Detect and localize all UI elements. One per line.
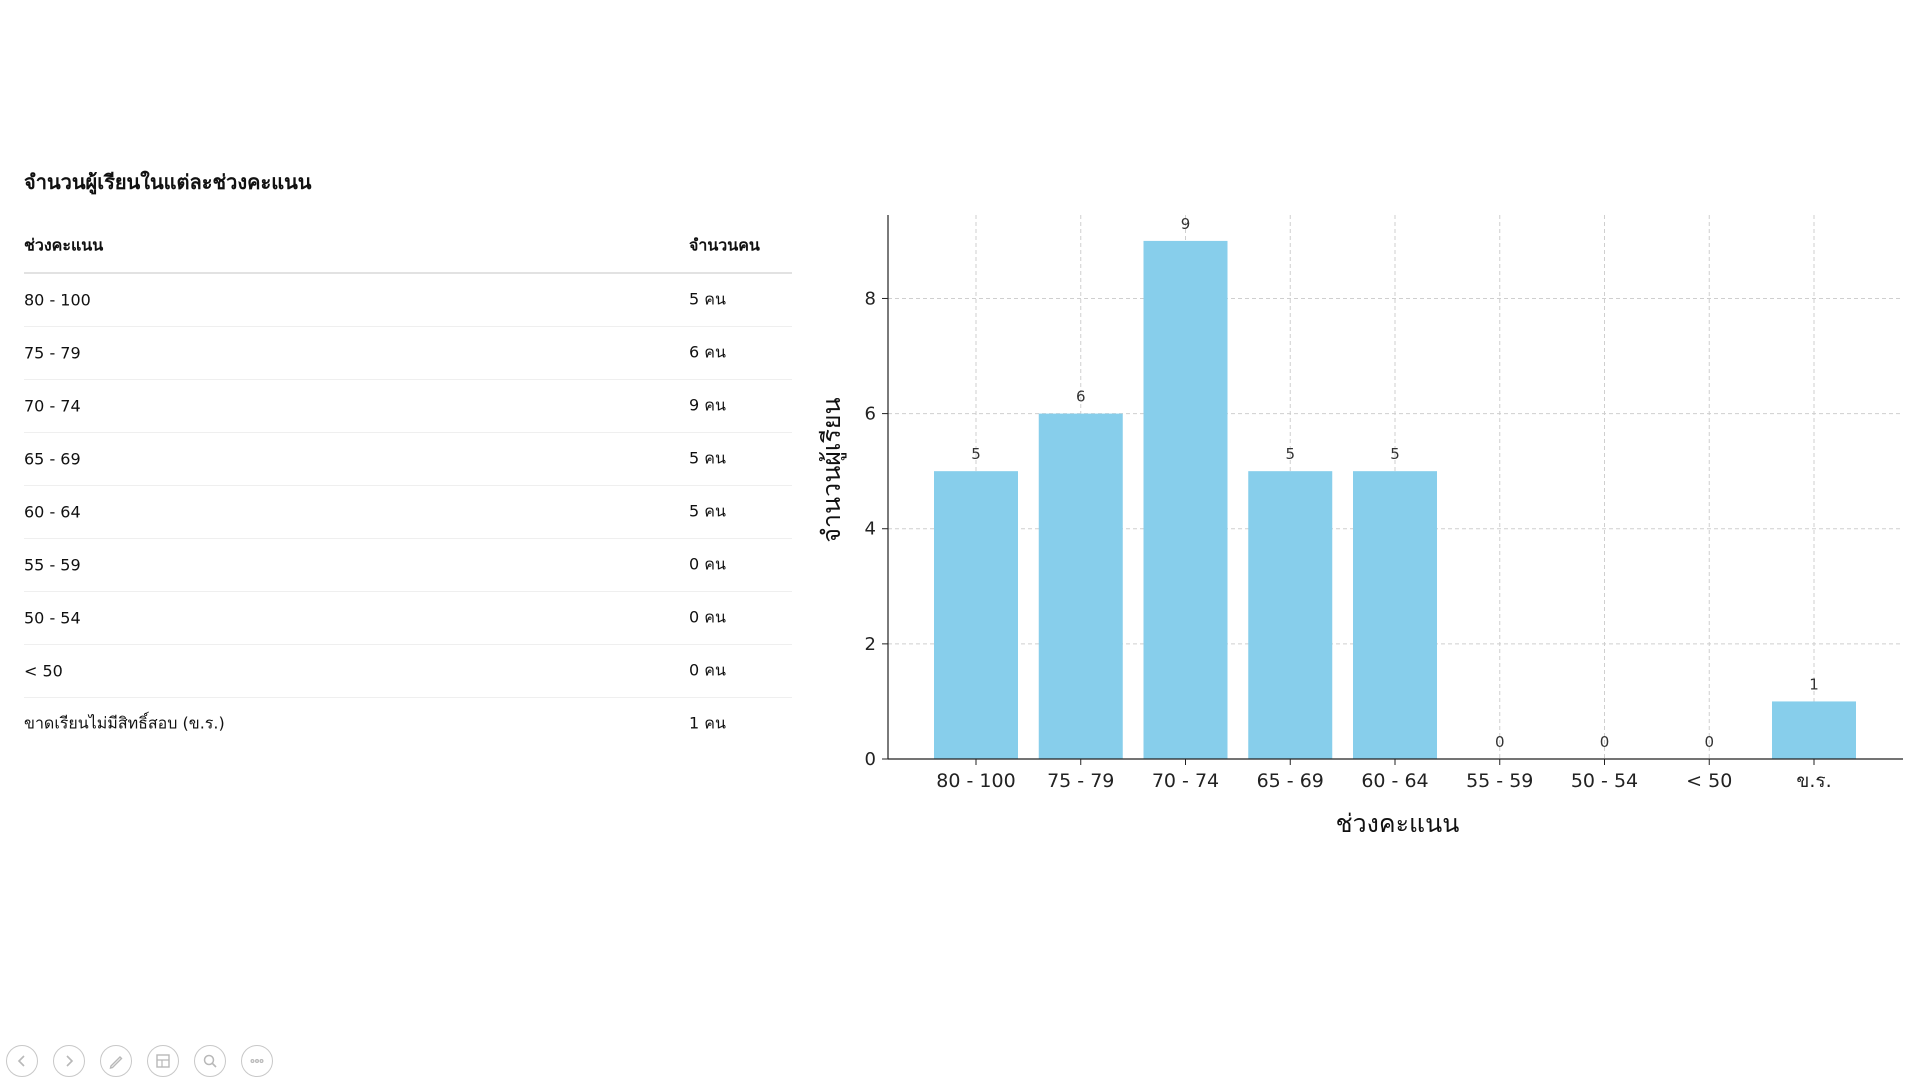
row-range: < 50: [24, 661, 63, 681]
row-count: 0 คน: [689, 607, 726, 627]
table-header: ช่วงคะแนน จำนวนคน: [24, 220, 792, 274]
row-range: 50 - 54: [24, 608, 81, 628]
table-row: < 50 0 คน: [24, 645, 792, 698]
data-label: 9: [1181, 215, 1191, 233]
table-row: 80 - 100 5 คน: [24, 274, 792, 327]
y-tick-label: 6: [865, 404, 876, 425]
row-count: 0 คน: [689, 554, 726, 574]
x-tick-label: ข.ร.: [1796, 770, 1831, 792]
y-tick-label: 2: [865, 634, 876, 655]
slides-icon[interactable]: [147, 1045, 179, 1077]
data-label: 5: [971, 445, 981, 463]
row-range: 80 - 100: [24, 290, 91, 310]
table-row: 70 - 74 9 คน: [24, 380, 792, 433]
bar: [1038, 413, 1123, 759]
more-icon[interactable]: [241, 1045, 273, 1077]
x-tick-label: 70 - 74: [1152, 770, 1219, 792]
x-tick-label: 80 - 100: [936, 770, 1015, 792]
x-tick-label: 65 - 69: [1257, 770, 1324, 792]
bar: [934, 471, 1018, 759]
y-tick-label: 8: [865, 288, 876, 309]
row-range: 65 - 69: [24, 449, 81, 469]
x-tick-label: 75 - 79: [1047, 770, 1114, 792]
bar: [1143, 240, 1228, 759]
data-label: 6: [1076, 388, 1086, 406]
header-range: ช่วงคะแนน: [24, 235, 104, 255]
table-row: ขาดเรียนไม่มีสิทธิ์สอบ (ข.ร.) 1 คน: [24, 698, 792, 750]
next-icon[interactable]: [53, 1045, 85, 1077]
row-range: 75 - 79: [24, 343, 81, 363]
x-tick-label: 55 - 59: [1466, 770, 1533, 792]
table-title: จำนวนผู้เรียนในแต่ละช่วงคะแนน: [24, 170, 312, 194]
data-label: 5: [1285, 445, 1295, 463]
table-row: 65 - 69 5 คน: [24, 433, 792, 486]
bar: [1353, 471, 1437, 759]
x-tick-label: < 50: [1686, 770, 1732, 792]
row-count: 1 คน: [689, 713, 726, 733]
y-tick-label: 4: [865, 519, 876, 540]
row-range: 55 - 59: [24, 555, 81, 575]
row-count: 5 คน: [689, 289, 726, 309]
zoom-icon[interactable]: [194, 1045, 226, 1077]
table-row: 60 - 64 5 คน: [24, 486, 792, 539]
pen-icon[interactable]: [100, 1045, 132, 1077]
y-tick-label: 0: [865, 749, 876, 770]
x-axis-title: ช่วงคะแนน: [1336, 809, 1460, 838]
row-count: 0 คน: [689, 660, 726, 680]
table-row: 50 - 54 0 คน: [24, 592, 792, 645]
bar: [1248, 471, 1333, 759]
row-range: 70 - 74: [24, 396, 81, 416]
row-count: 9 คน: [689, 395, 726, 415]
data-label: 1: [1809, 675, 1819, 693]
x-tick-label: 50 - 54: [1571, 770, 1638, 792]
data-label: 0: [1600, 733, 1610, 751]
table-row: 55 - 59 0 คน: [24, 539, 792, 592]
row-range: 60 - 64: [24, 502, 81, 522]
x-tick-label: 60 - 64: [1361, 770, 1428, 792]
row-count: 5 คน: [689, 448, 726, 468]
row-count: 6 คน: [689, 342, 726, 362]
bar: [1772, 701, 1856, 759]
score-table: ช่วงคะแนน จำนวนคน 80 - 100 5 คน 75 - 79 6 …: [24, 220, 792, 750]
data-label: 0: [1704, 733, 1714, 751]
table-row: 75 - 79 6 คน: [24, 327, 792, 380]
data-label: 0: [1495, 733, 1505, 751]
data-label: 5: [1390, 445, 1400, 463]
row-range: ขาดเรียนไม่มีสิทธิ์สอบ (ข.ร.): [24, 713, 225, 733]
previous-icon[interactable]: [6, 1045, 38, 1077]
header-count: จำนวนคน: [689, 235, 760, 255]
row-count: 5 คน: [689, 501, 726, 521]
y-axis-title: จำนวนผู้เรียน: [817, 397, 847, 542]
